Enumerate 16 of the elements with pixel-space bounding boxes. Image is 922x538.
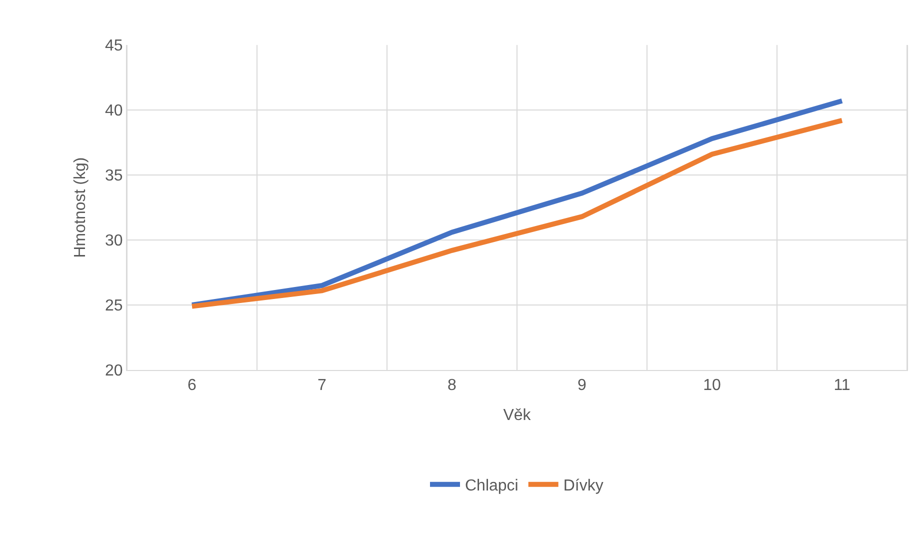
y-axis-title: Hmotnost (kg) <box>72 157 89 258</box>
x-tick-label: 10 <box>703 377 721 394</box>
x-tick-label: 6 <box>188 377 197 394</box>
y-tick-label: 40 <box>105 102 123 120</box>
y-tick-label: 45 <box>105 38 123 55</box>
x-tick-label: 11 <box>834 377 850 394</box>
y-tick-label: 20 <box>105 362 123 380</box>
x-tick-label: 7 <box>318 377 327 394</box>
legend-label: Chlapci <box>465 478 518 495</box>
y-tick-label: 35 <box>105 168 123 185</box>
x-tick-label: 9 <box>578 377 587 394</box>
x-axis-title: Věk <box>503 406 532 424</box>
y-tick-label: 25 <box>105 298 123 315</box>
y-tick-label: 30 <box>105 232 123 250</box>
legend-label: Dívky <box>563 478 604 495</box>
x-tick-label: 8 <box>448 377 457 394</box>
